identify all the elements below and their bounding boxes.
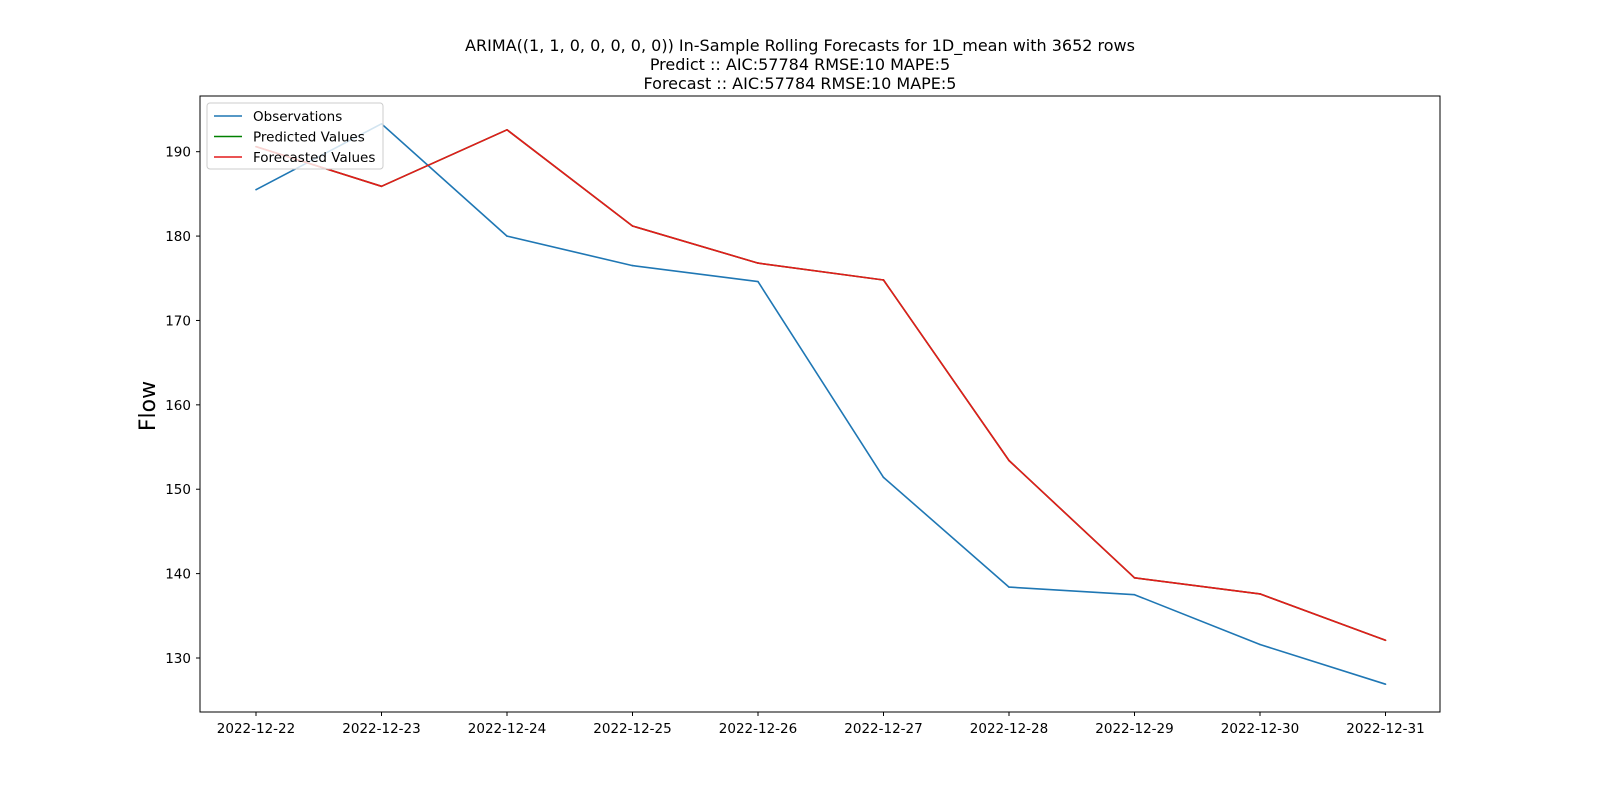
x-axis: 2022-12-22 2022-12-23 2022-12-24 2022-12-25…	[217, 712, 1425, 737]
x-tick-label: 2022-12-30	[1221, 721, 1299, 737]
x-tick-label: 2022-12-25	[593, 721, 671, 737]
y-tick-label: 160	[165, 398, 191, 414]
data-point-forecasted-values	[1384, 639, 1387, 642]
data-point-observations	[1133, 593, 1136, 596]
data-point-observations	[1384, 683, 1387, 685]
data-point-forecasted-values	[882, 279, 885, 281]
x-tick-label: 2022-12-22	[217, 721, 295, 737]
y-tick-label: 130	[165, 651, 191, 667]
data-point-observations	[631, 264, 634, 267]
data-point-observations	[506, 235, 508, 237]
data-point-forecasted-values	[1259, 593, 1261, 595]
y-axis-label: Flow	[136, 381, 161, 431]
series-line-forecasted-values	[255, 129, 1386, 642]
x-tick-label: 2022-12-31	[1346, 721, 1424, 737]
data-point-forecasted-values	[631, 225, 634, 227]
y-axis: 130 140 150 160 170 180 190	[165, 145, 200, 667]
legend-label-forecasted-values: Forecasted Values	[253, 150, 375, 166]
x-tick-label: 2022-12-26	[719, 721, 797, 737]
y-tick-label: 180	[165, 229, 191, 245]
x-tick-label: 2022-12-24	[468, 721, 546, 737]
x-tick-label: 2022-12-23	[342, 721, 420, 737]
data-point-forecasted-values	[757, 262, 759, 264]
data-point-forecasted-values	[380, 185, 383, 188]
data-point-forecasted-values	[506, 128, 508, 131]
data-point-forecasted-values	[1008, 459, 1010, 462]
series-line-observations	[255, 123, 1386, 685]
plot-area	[200, 96, 1440, 712]
data-point-forecasted-values	[1133, 577, 1136, 579]
chart-title-line-3: Forecast :: AIC:57784 RMSE:10 MAPE:5	[644, 74, 957, 93]
y-tick-label: 170	[165, 313, 191, 329]
chart-title-line-1: ARIMA((1, 1, 0, 0, 0, 0, 0)) In-Sample R…	[465, 36, 1135, 56]
data-point-observations	[1008, 586, 1010, 588]
chart-title-line-2: Predict :: AIC:57784 RMSE:10 MAPE:5	[650, 55, 950, 74]
data-point-observations	[882, 476, 885, 479]
x-tick-label: 2022-12-28	[970, 721, 1048, 737]
y-tick-label: 140	[165, 567, 191, 583]
data-point-observations	[757, 280, 759, 283]
data-point-observations	[255, 188, 257, 191]
legend-box	[206, 102, 384, 170]
series-layer	[255, 123, 1387, 685]
legend-label-observations: Observations	[253, 109, 342, 125]
chart-title: ARIMA((1, 1, 0, 0, 0, 0, 0)) In-Sample R…	[465, 36, 1135, 93]
legend: Observations Predicted Values Forecasted V…	[206, 102, 384, 170]
y-tick-label: 150	[165, 482, 191, 498]
x-tick-label: 2022-12-27	[844, 721, 922, 737]
legend-label-predicted-values: Predicted Values	[253, 130, 365, 146]
y-tick-label: 190	[165, 145, 191, 161]
x-tick-label: 2022-12-29	[1095, 721, 1173, 737]
data-point-observations	[1259, 643, 1261, 646]
plot-frame	[199, 95, 1441, 713]
